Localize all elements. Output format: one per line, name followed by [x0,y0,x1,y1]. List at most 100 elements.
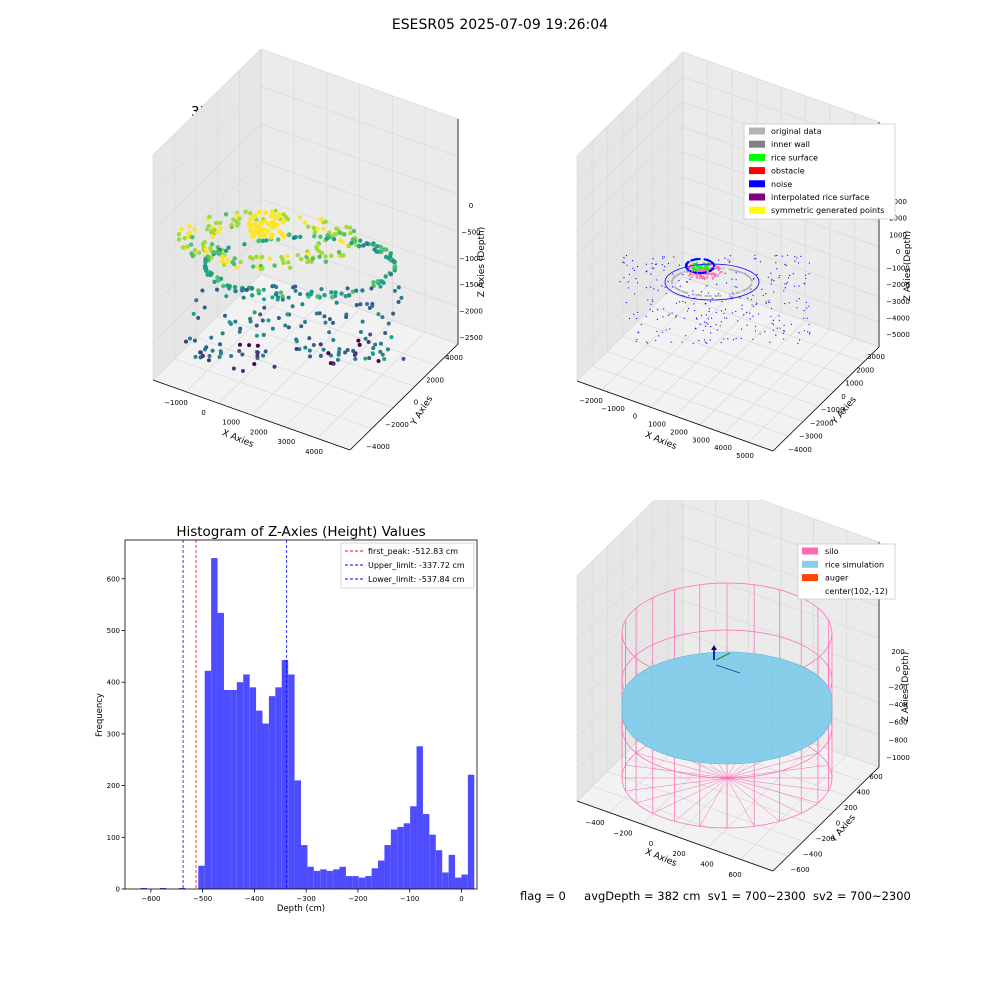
noise-point [752,278,755,280]
x-tick-label: 600 [728,871,741,879]
grid-line [625,294,733,399]
legend-label: obstacle [771,167,805,176]
original-point [732,269,735,272]
noise-point [764,331,766,333]
noise-point [804,274,807,276]
grid-line [316,332,426,439]
noise-point [658,335,660,337]
data-point [329,353,334,358]
data-point [198,350,203,355]
p1-zlabel: Z Axies (Depth) [477,227,487,298]
data-point [235,223,240,228]
noise-point [698,339,700,342]
noise-point [640,323,642,326]
data-point [255,350,260,355]
data-point [280,219,286,225]
x-tick-label: 3000 [692,436,710,444]
surface-point [714,264,717,267]
grid-line [260,123,459,195]
data-point [209,242,215,247]
z-tick-label: 3000 [889,198,907,206]
data-point [220,254,226,260]
histogram-bar [358,877,366,889]
noise-point [685,335,687,337]
data-point [361,243,366,248]
noise-point [781,255,783,257]
noise-point [623,262,625,264]
histogram-bar [236,682,244,889]
noise-point [740,337,742,339]
noise-point [708,308,711,310]
grid-line [576,76,684,182]
noise-point [724,257,726,259]
noise-point [782,332,784,334]
data-point [232,256,237,261]
surface-point [707,272,710,275]
noise-point [721,300,723,303]
grid-line [260,86,459,157]
data-point [232,284,238,290]
data-point [286,232,291,238]
noise-point [754,330,757,332]
noise-point [661,331,663,333]
grid-line [576,101,684,207]
noise-point [772,319,775,321]
noise-point [732,296,734,298]
original-point [674,275,677,278]
data-point [226,286,232,291]
noise-point [759,333,761,335]
data-point [242,242,247,247]
noise-point [625,302,627,304]
data-point [388,271,394,277]
noise-point [809,332,811,334]
data-point [391,311,396,316]
data-point [389,335,394,340]
noise-point [647,342,649,344]
noise-point [670,341,672,343]
original-point [748,286,751,289]
surface-point [700,275,703,278]
surface-point [702,275,705,278]
data-point [372,247,377,252]
silo-floor-spoke [726,777,802,814]
noise-point [636,338,638,341]
data-point [272,263,277,268]
z-tick-label: −1000 [886,265,910,273]
classify-3d-plot: −2000−1000010002000300040005000−4000−300… [576,51,913,460]
noise-point [675,316,677,318]
noise-point [719,325,721,327]
data-point [206,358,211,363]
data-point [219,351,224,356]
z-tick-label: 0 [469,202,473,210]
noise-point [803,317,805,319]
x-tick-label: 5000 [736,452,754,460]
legend-swatch [802,560,818,568]
noise-point [772,329,774,331]
noise-point [796,300,798,302]
data-point [317,311,322,316]
noise-point [704,321,706,323]
noise-point [635,340,637,342]
noise-point [671,312,673,314]
data-point [351,228,357,234]
noise-point [759,261,762,263]
x-tick-label: 0 [633,413,637,421]
surface-point [716,267,719,270]
histogram-bar [288,674,295,889]
data-point [275,297,280,302]
x-tick-label: 0 [649,840,653,848]
noise-point [694,271,698,274]
axis-line [152,379,351,451]
noise-point [706,285,708,287]
data-point [297,215,303,220]
z-tick-label: 0 [896,666,900,674]
noise-point [633,269,636,272]
legend-label: first_peak: -512.83 cm [368,547,458,556]
data-point [386,256,392,261]
noise-point [703,339,706,341]
data-point [261,297,266,302]
original-point [739,290,742,293]
data-point [285,312,290,317]
original-point [744,273,747,276]
noise-point [688,295,690,297]
